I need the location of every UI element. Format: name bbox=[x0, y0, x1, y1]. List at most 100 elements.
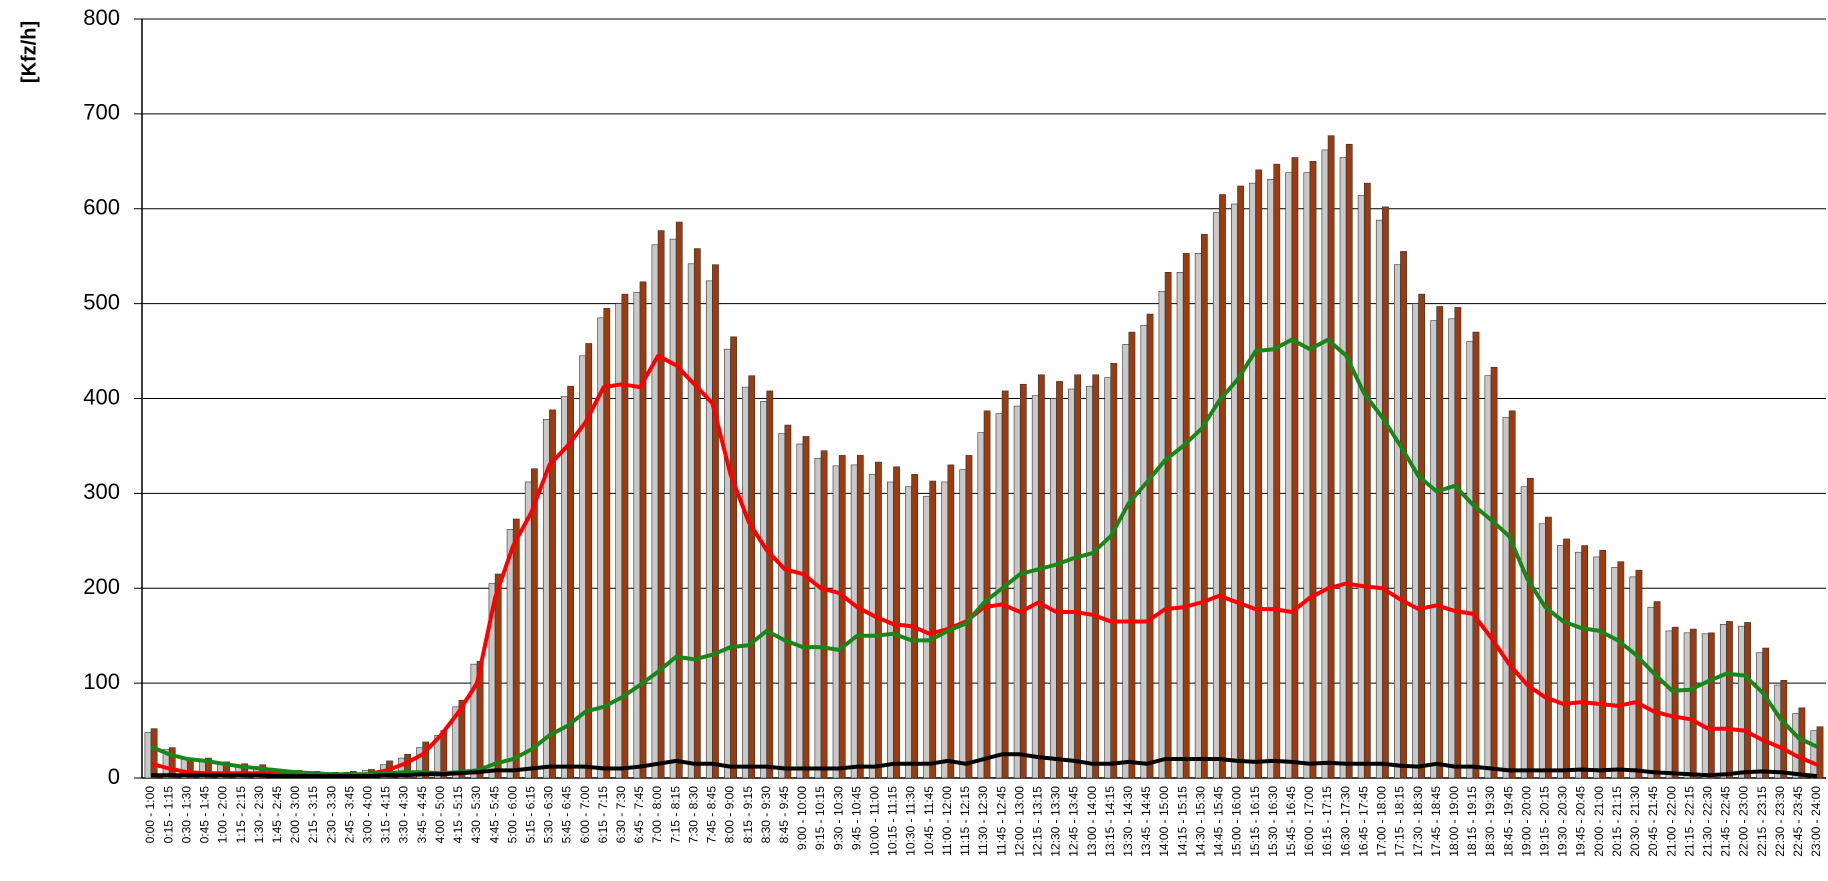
x-tick-label: 12:45 - 13:45 bbox=[1067, 786, 1081, 857]
bar bbox=[1237, 185, 1244, 779]
bar bbox=[1418, 293, 1426, 779]
bar bbox=[1526, 477, 1534, 779]
x-tick-label: 9:15 - 10:15 bbox=[813, 786, 827, 850]
bar bbox=[802, 436, 810, 779]
bar bbox=[814, 457, 822, 779]
x-tick-label: 9:00 - 10:00 bbox=[795, 786, 809, 850]
x-tick-label: 14:15 - 15:15 bbox=[1175, 786, 1189, 857]
bar bbox=[1617, 561, 1625, 779]
x-tick-label: 12:00 - 13:00 bbox=[1012, 786, 1026, 857]
bar bbox=[422, 741, 430, 779]
x-tick-label: 16:15 - 17:15 bbox=[1320, 786, 1334, 857]
x-tick-label: 15:00 - 16:00 bbox=[1230, 786, 1244, 857]
y-tick-label: 700 bbox=[83, 100, 120, 125]
x-tick-label: 1:30 - 2:30 bbox=[252, 786, 266, 844]
x-tick-label: 11:30 - 12:30 bbox=[976, 786, 990, 856]
bar bbox=[1508, 410, 1516, 779]
bar bbox=[856, 455, 864, 779]
x-tick-label: 19:45 - 20:45 bbox=[1574, 786, 1588, 857]
x-tick-label: 8:15 - 9:15 bbox=[741, 786, 755, 844]
bar bbox=[687, 263, 695, 779]
bar bbox=[1671, 626, 1679, 779]
x-tick-label: 5:30 - 6:30 bbox=[542, 786, 556, 844]
x-tick-label: 2:15 - 3:15 bbox=[306, 786, 320, 844]
bar bbox=[1400, 251, 1407, 779]
bar bbox=[1798, 707, 1806, 779]
bar bbox=[1231, 203, 1238, 779]
bar bbox=[1273, 163, 1281, 779]
bar bbox=[1291, 157, 1299, 779]
x-tick-label: 3:45 - 4:45 bbox=[415, 786, 429, 844]
x-tick-label: 18:15 - 19:15 bbox=[1465, 786, 1479, 857]
x-tick-label: 12:15 - 13:15 bbox=[1030, 786, 1044, 857]
bar bbox=[1689, 628, 1697, 779]
bar bbox=[549, 409, 556, 779]
x-tick-label: 15:15 - 16:15 bbox=[1248, 786, 1262, 857]
bar bbox=[730, 336, 737, 779]
x-tick-label: 16:00 - 17:00 bbox=[1302, 786, 1316, 857]
bar bbox=[1285, 172, 1293, 779]
y-tick-label: 800 bbox=[83, 5, 120, 30]
bar bbox=[567, 385, 574, 779]
x-tick-label: 1:00 - 2:00 bbox=[216, 786, 230, 844]
bar bbox=[440, 730, 448, 779]
x-tick-label: 22:00 - 23:00 bbox=[1737, 786, 1751, 857]
bar bbox=[1599, 549, 1607, 779]
x-tick-label: 11:00 - 12:00 bbox=[940, 786, 954, 856]
x-tick-label: 23:00 - 24:00 bbox=[1809, 786, 1823, 857]
x-tick-label: 2:30 - 3:30 bbox=[324, 786, 338, 844]
bar bbox=[1345, 143, 1353, 779]
bar bbox=[784, 424, 792, 779]
x-tick-label: 18:45 - 19:45 bbox=[1501, 786, 1515, 857]
bar bbox=[1382, 206, 1389, 779]
bar bbox=[1738, 625, 1745, 779]
x-tick-label: 3:30 - 4:30 bbox=[397, 786, 411, 844]
bar bbox=[1593, 556, 1600, 779]
x-tick-label: 3:15 - 4:15 bbox=[379, 786, 393, 844]
y-tick-label: 200 bbox=[83, 574, 120, 599]
x-tick-label: 0:15 - 1:15 bbox=[161, 786, 175, 844]
bar bbox=[633, 291, 641, 779]
bar bbox=[1363, 182, 1371, 779]
bar bbox=[1309, 161, 1317, 779]
x-tick-label: 11:45 - 12:45 bbox=[994, 786, 1008, 856]
bar bbox=[1092, 374, 1100, 779]
bar bbox=[1430, 320, 1437, 779]
bar bbox=[1086, 385, 1093, 779]
x-tick-label: 17:45 - 18:45 bbox=[1429, 786, 1443, 857]
bar bbox=[241, 763, 249, 779]
x-tick-label: 6:15 - 7:15 bbox=[596, 786, 610, 844]
x-tick-label: 10:30 - 11:30 bbox=[904, 786, 918, 856]
bar bbox=[1255, 169, 1263, 779]
bar bbox=[1146, 313, 1154, 779]
bar bbox=[1375, 219, 1383, 779]
bar bbox=[1267, 179, 1275, 779]
bar bbox=[1726, 621, 1733, 779]
bar bbox=[1466, 341, 1474, 779]
x-tick-label: 6:45 - 7:45 bbox=[632, 786, 646, 844]
x-tick-label: 3:00 - 4:00 bbox=[361, 786, 375, 844]
bar bbox=[1436, 306, 1444, 779]
bar bbox=[494, 573, 502, 779]
x-tick-label: 10:00 - 11:00 bbox=[868, 786, 882, 856]
x-tick-label: 21:45 - 22:45 bbox=[1719, 786, 1733, 857]
bar bbox=[603, 308, 611, 779]
x-tick-label: 19:15 - 20:15 bbox=[1538, 786, 1552, 857]
x-tick-label: 9:30 - 10:30 bbox=[831, 786, 845, 850]
x-tick-label: 2:45 - 3:45 bbox=[342, 786, 356, 844]
bar bbox=[748, 375, 756, 779]
x-tick-label: 10:15 - 11:15 bbox=[886, 786, 900, 856]
bar bbox=[693, 248, 701, 779]
x-tick-label: 4:30 - 5:30 bbox=[469, 786, 483, 844]
bar bbox=[1158, 290, 1166, 779]
bar bbox=[1545, 516, 1552, 779]
bar bbox=[1520, 486, 1528, 779]
bar bbox=[1327, 135, 1335, 779]
bar bbox=[404, 753, 412, 779]
bar bbox=[1719, 624, 1727, 779]
x-tick-label: 14:30 - 15:30 bbox=[1193, 786, 1207, 857]
bar bbox=[1013, 405, 1021, 779]
x-tick-label: 5:00 - 6:00 bbox=[505, 786, 519, 844]
x-tick-label: 4:00 - 5:00 bbox=[433, 786, 447, 844]
